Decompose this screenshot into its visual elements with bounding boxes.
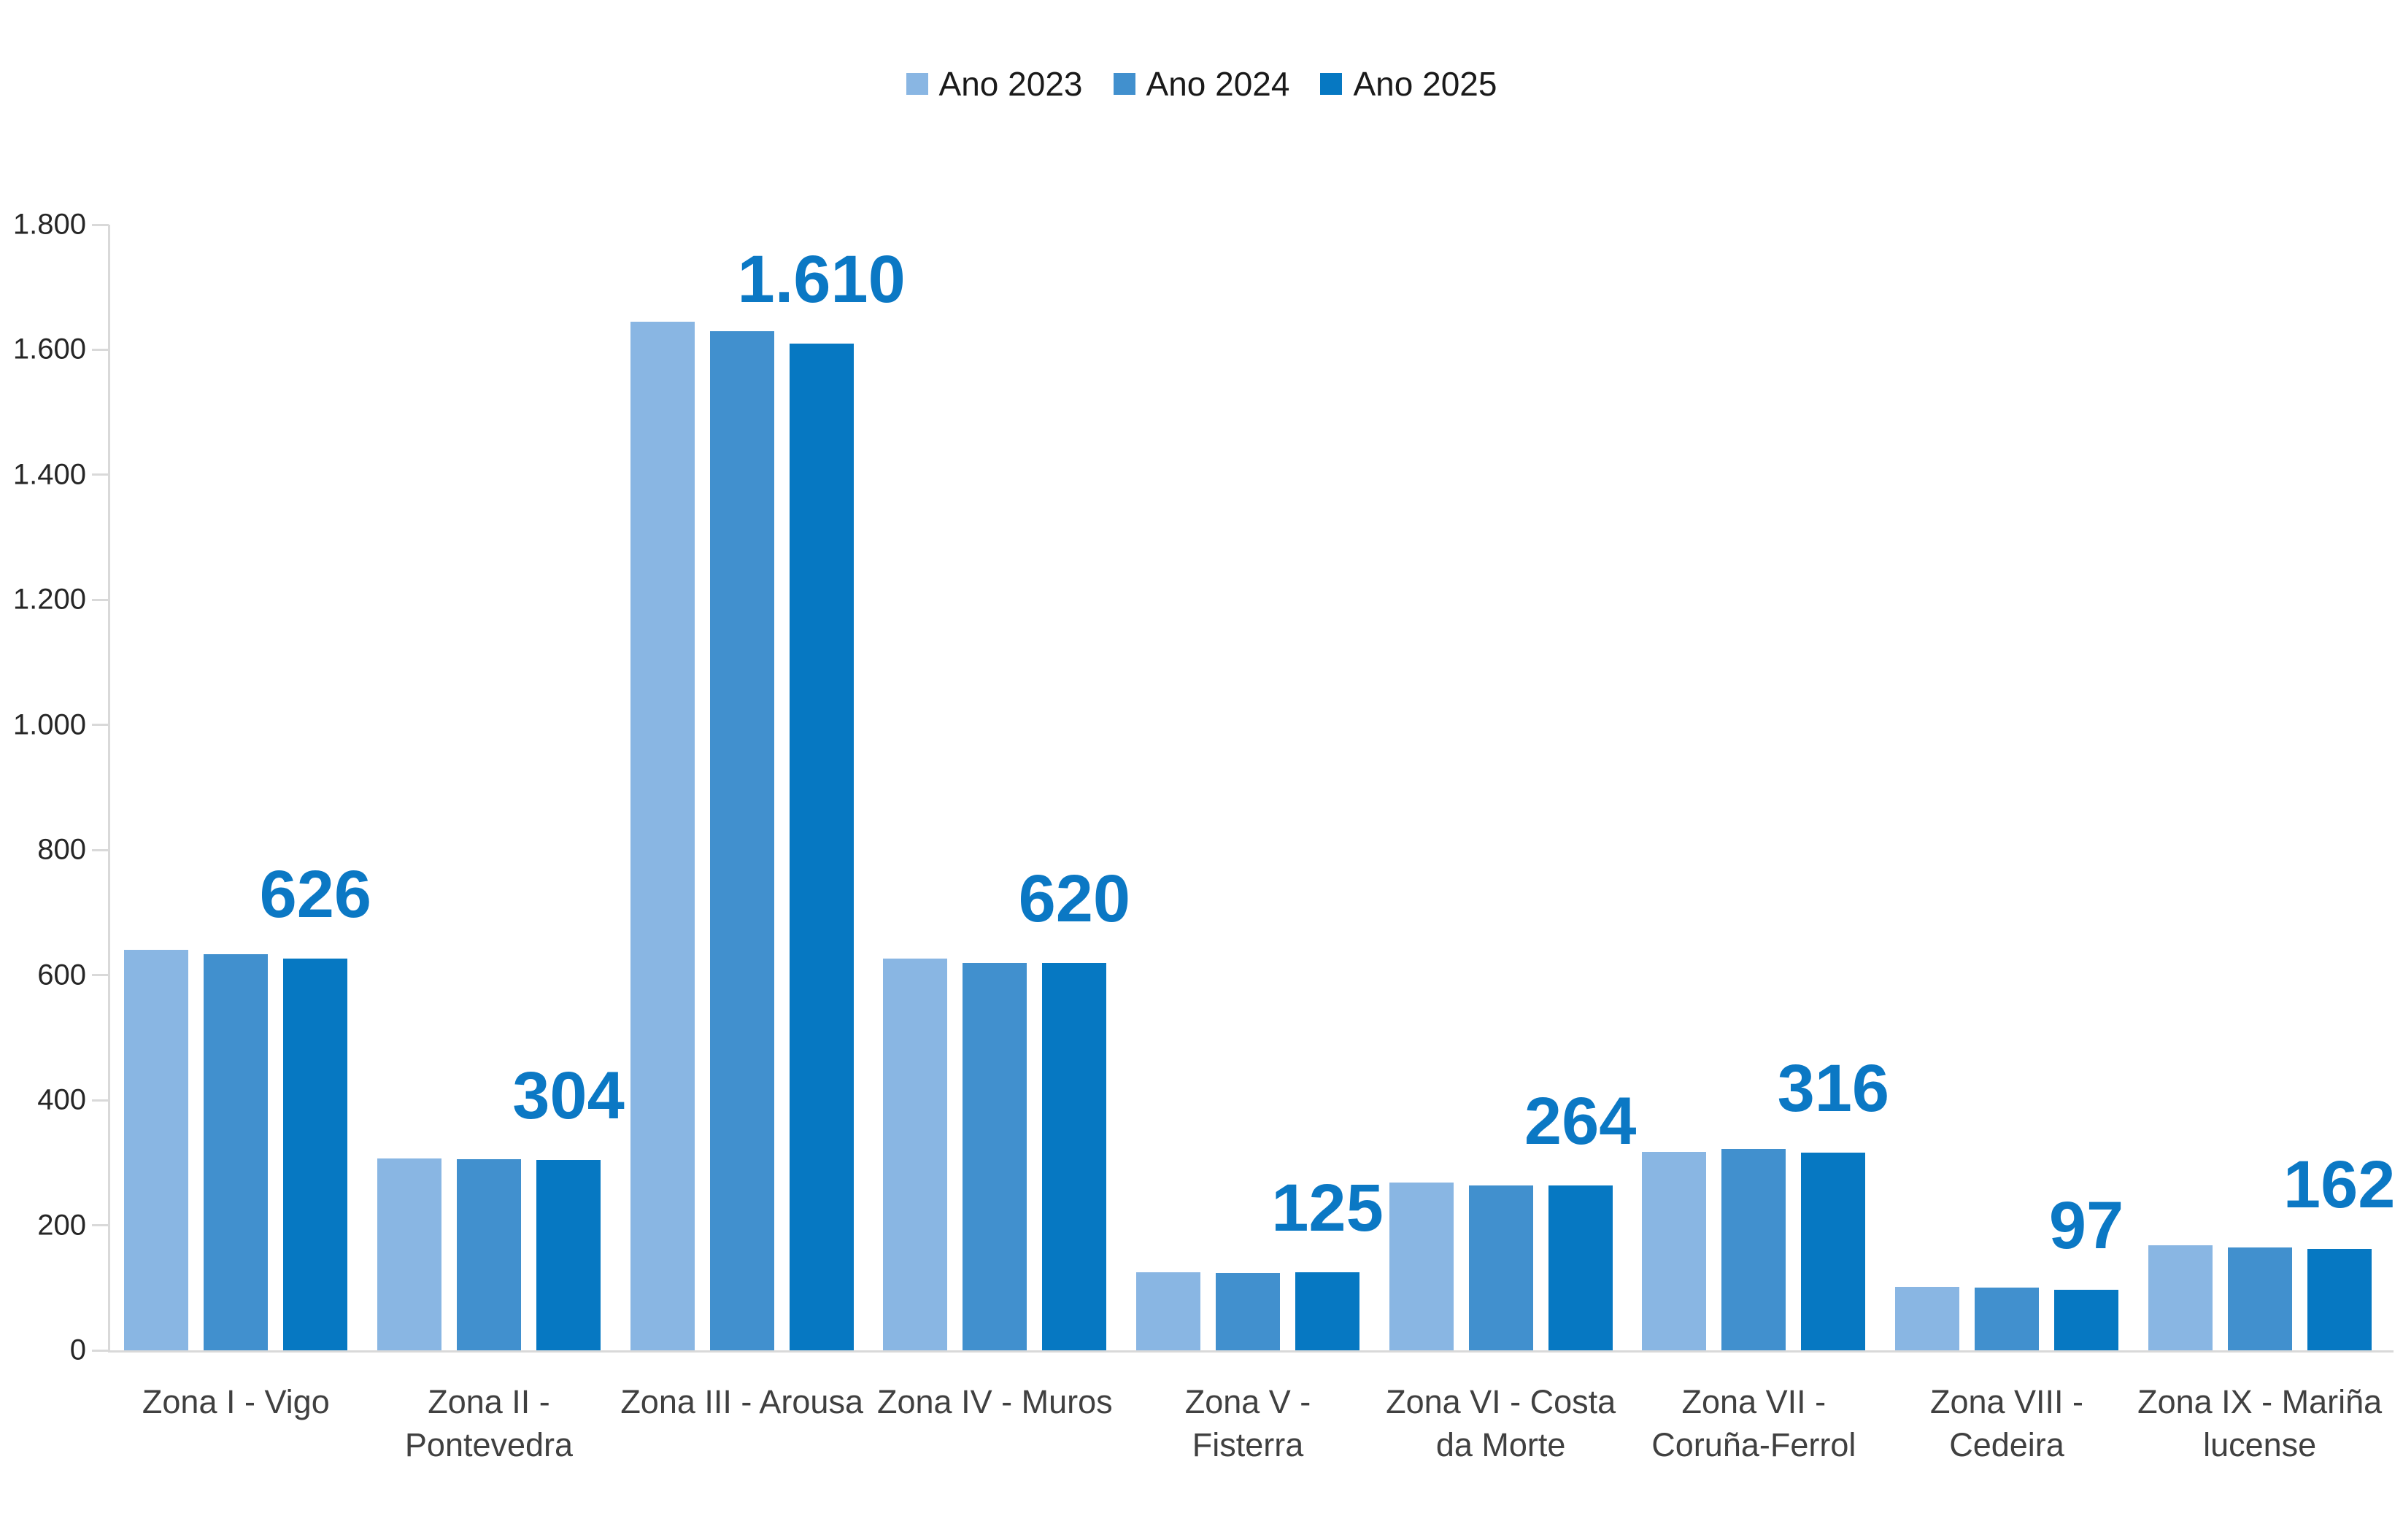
y-axis-tick-mark (92, 473, 109, 476)
category-label-line: Coruña-Ferrol (1651, 1425, 1856, 1463)
category-label: Zona IX - Mariña lucense (2114, 1381, 2403, 1466)
category-label-line: Zona II - (428, 1383, 550, 1420)
category-label: Zona V - Fisterra (1102, 1381, 1394, 1466)
bar-ano2023-cat4 (883, 958, 948, 1350)
data-label: 620 (1018, 861, 1131, 936)
y-axis-tick-label: 1.800 (12, 208, 86, 241)
bar-ano2023-cat3 (630, 321, 695, 1350)
y-axis-tick-mark (92, 974, 109, 977)
y-axis-tick-label: 0 (69, 1334, 86, 1366)
legend-label: Ano 2024 (1146, 65, 1290, 103)
legend-item: Ano 2023 (906, 64, 1083, 104)
y-axis-tick-label: 1.600 (12, 333, 86, 365)
category-label-line: Zona V - (1184, 1383, 1311, 1420)
legend-label: Ano 2023 (938, 65, 1083, 103)
data-label: 125 (1271, 1170, 1384, 1245)
category-label-line: Zona VII - (1681, 1383, 1827, 1420)
bar-ano2024-cat5 (1216, 1272, 1280, 1350)
category-label: Zona VIII - Cedeira (1861, 1381, 2153, 1466)
bar-ano2025-cat4 (1042, 962, 1107, 1350)
bar-ano2023-cat8 (1895, 1287, 1959, 1350)
y-axis-tick-label: 200 (37, 1209, 86, 1242)
category-label-line: Zona III - Arousa (620, 1383, 863, 1420)
legend-label: Ano 2025 (1353, 65, 1497, 103)
bar-ano2025-cat2 (536, 1160, 601, 1350)
bar-ano2025-cat5 (1295, 1272, 1359, 1350)
y-axis-tick-mark (92, 724, 109, 727)
category-label: Zona VI - Costa da Morte (1355, 1381, 1647, 1466)
data-label: 626 (259, 857, 372, 932)
category-label-line: Zona I - Vigo (142, 1383, 330, 1420)
bar-ano2025-cat6 (1548, 1185, 1613, 1350)
category-label: Zona II - Pontevedra (343, 1381, 635, 1466)
y-axis-tick-mark (92, 848, 109, 851)
bar-ano2024-cat8 (1975, 1288, 2039, 1350)
category-label: Zona I - Vigo (90, 1381, 382, 1424)
y-axis-tick-mark (92, 598, 109, 601)
bar-ano2024-cat3 (709, 330, 774, 1350)
bar-ano2023-cat9 (2148, 1245, 2213, 1350)
category-label: Zona III - Arousa (596, 1381, 888, 1424)
bar-ano2024-cat9 (2227, 1247, 2292, 1350)
y-axis-tick-mark (92, 223, 109, 226)
y-axis-tick-mark (92, 1099, 109, 1102)
y-axis-tick-mark (92, 1349, 109, 1352)
category-label-line: Zona VIII - (1929, 1383, 2084, 1420)
bar-ano2024-cat1 (204, 954, 269, 1350)
y-axis-tick-mark (92, 348, 109, 351)
category-label-line: Cedeira (1949, 1425, 2064, 1463)
y-axis-tick-label: 1.200 (12, 583, 86, 616)
legend-swatch-icon (1320, 73, 1343, 95)
bar-ano2025-cat7 (1801, 1153, 1866, 1350)
data-label: 316 (1777, 1051, 1890, 1126)
bar-ano2025-cat3 (789, 343, 854, 1350)
category-label-line: Fisterra (1192, 1425, 1304, 1463)
category-label-line: da Morte (1435, 1425, 1566, 1463)
category-label-line: Pontevedra (404, 1425, 574, 1463)
y-axis-tick-label: 400 (37, 1083, 86, 1116)
data-label: 264 (1524, 1083, 1637, 1158)
category-label-line: Zona IX - Mariña (2137, 1383, 2383, 1420)
category-label-line: Zona VI - Costa (1386, 1383, 1616, 1420)
category-label-line: Zona IV - Muros (877, 1383, 1113, 1420)
category-label: Zona VII - Coruña-Ferrol (1608, 1381, 1899, 1466)
category-label-line: lucense (2203, 1425, 2317, 1463)
y-axis-tick-label: 1.000 (12, 708, 86, 741)
bar-ano2023-cat2 (377, 1158, 441, 1350)
y-axis-line (108, 225, 110, 1353)
legend-item: Ano 2024 (1113, 64, 1290, 104)
category-label: Zona IV - Muros (849, 1381, 1141, 1424)
y-axis-tick-mark (92, 1224, 109, 1227)
bar-ano2024-cat2 (457, 1158, 521, 1350)
bar-ano2023-cat7 (1642, 1152, 1707, 1350)
bar-ano2024-cat4 (963, 962, 1027, 1350)
data-label: 97 (2048, 1188, 2124, 1263)
data-label: 162 (2283, 1148, 2396, 1223)
y-axis-tick-label: 600 (37, 959, 86, 991)
legend-swatch-icon (906, 73, 928, 95)
bar-ano2023-cat1 (124, 950, 189, 1350)
legend-item: Ano 2025 (1320, 64, 1497, 104)
bar-ano2025-cat8 (2054, 1289, 2118, 1350)
chart-legend: Ano 2023 Ano 2024 Ano 2025 (0, 64, 2403, 104)
bar-ano2025-cat9 (2307, 1249, 2372, 1350)
data-label: 304 (512, 1059, 625, 1134)
bar-ano2025-cat1 (283, 959, 348, 1350)
bar-ano2023-cat6 (1389, 1183, 1454, 1350)
bar-ano2024-cat6 (1468, 1185, 1533, 1350)
legend-swatch-icon (1113, 73, 1135, 95)
bar-ano2024-cat7 (1721, 1148, 1786, 1350)
bar-ano2023-cat5 (1136, 1272, 1200, 1350)
y-axis-tick-label: 1.400 (12, 458, 86, 491)
data-label: 1.610 (737, 241, 906, 317)
x-axis-line (108, 1350, 2394, 1353)
y-axis-tick-label: 800 (37, 833, 86, 866)
